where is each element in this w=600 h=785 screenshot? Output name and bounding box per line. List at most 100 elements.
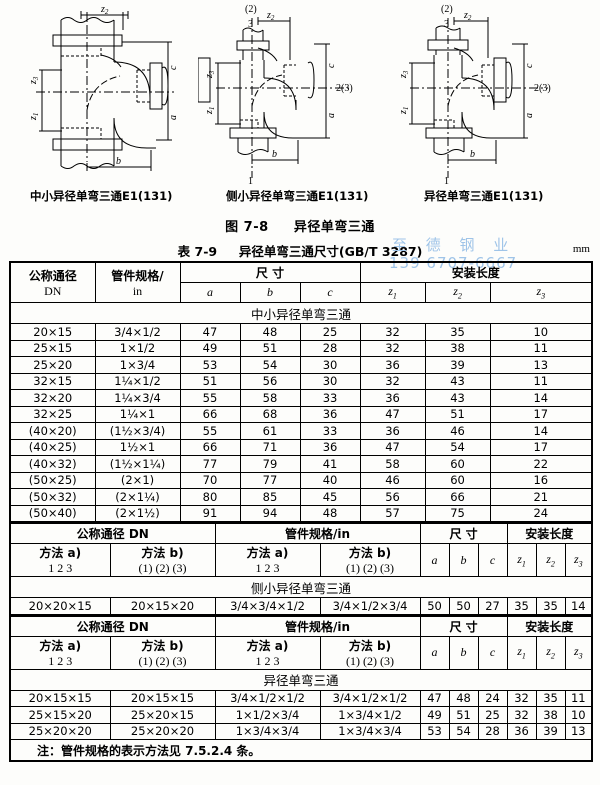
port-label-2-alt: (2)	[245, 4, 257, 15]
cell-c: 33	[299, 422, 361, 440]
cell-b: 54	[239, 356, 301, 374]
cell-spec_b: 3/4×1/2×3/4	[319, 597, 421, 615]
cell-z2: 46	[424, 422, 491, 440]
cell-b: 85	[239, 488, 301, 506]
cell-spec_a: 1×3/4×3/4	[214, 722, 321, 740]
cell-z1: 58	[359, 455, 426, 473]
table-row: 32×20 1¼×3/4 55 58 33 36 43 14	[9, 389, 593, 407]
header2-z1: z1	[506, 543, 537, 577]
cell-spec: (1½×3/4)	[94, 422, 181, 440]
header3-z1: z1	[506, 635, 537, 670]
cell-b: 50	[448, 597, 479, 615]
cell-z1: 32	[359, 323, 426, 341]
table-section-2: 公称通径 DN 管件规格/in 尺 寸 安装长度 方法 a) 1 2 3 方法 …	[0, 522, 600, 616]
header2-install-length-group: 安装长度	[506, 522, 593, 544]
dim-label-z2: z2	[463, 10, 472, 22]
cell-z2: 39	[424, 356, 491, 374]
group-title-row-1: 中小异径单弯三通	[9, 302, 593, 324]
header3-install-length-group: 安装长度	[506, 615, 593, 637]
group-title-row-3: 异径单弯三通	[9, 668, 593, 691]
cell-dn: (40×20)	[9, 422, 96, 440]
figure-3-caption: 异径单弯三通E1(131)	[424, 189, 544, 203]
cell-z1: 36	[359, 389, 426, 407]
table-row: 25×20×20 25×20×20 1×3/4×3/4 1×3/4×3/4 53 54 28…	[9, 722, 593, 740]
cell-z1: 32	[506, 689, 537, 707]
cell-z3: 17	[489, 405, 593, 423]
port-label-3: 3	[248, 19, 253, 30]
cell-dn_b: 20×15×15	[109, 689, 216, 707]
cell-c: 33	[299, 389, 361, 407]
cell-a: 49	[179, 339, 241, 357]
header-z1: z1	[359, 282, 426, 303]
cell-b: 79	[239, 455, 301, 473]
table-row: (40×32) (1½×1¼) 77 79 41 58 60 22	[9, 455, 593, 473]
cell-a: 70	[179, 471, 241, 489]
cell-z2: 60	[424, 471, 491, 489]
cell-dn: 20×15	[9, 323, 96, 341]
reducing-tee-dimensions-table-2: 公称通径 DN 管件规格/in 尺 寸 安装长度 方法 a) 1 2 3 方法 …	[9, 522, 594, 616]
cell-a: 66	[179, 405, 241, 423]
header3-size-group: 尺 寸	[419, 615, 508, 637]
cell-z1: 35	[506, 597, 537, 615]
cell-z3: 11	[489, 372, 593, 390]
cell-b: 71	[239, 438, 301, 456]
cell-spec: 1¼×1	[94, 405, 181, 423]
cell-c: 36	[299, 405, 361, 423]
cell-a: 66	[179, 438, 241, 456]
figure-group: z2 c a b z3 z1	[0, 0, 600, 188]
cell-z3: 11	[489, 339, 593, 357]
cell-z1: 47	[359, 438, 426, 456]
dim-label-z3: z3	[398, 70, 410, 79]
header-spec-text: 管件规格/	[111, 268, 164, 283]
cell-c: 25	[299, 323, 361, 341]
reducing-tee-dimensions-table-3: 公称通径 DN 管件规格/in 尺 寸 安装长度 方法 a) 1 2 3 方法 …	[9, 614, 594, 762]
figure-name: 异径单弯三通	[293, 220, 375, 235]
cell-dn: (40×25)	[9, 438, 96, 456]
table-row: 25×15×20 25×20×15 1×1/2×3/4 1×3/4×1/2 49 51 25…	[9, 706, 593, 724]
group-title-row-2: 侧小异径单弯三通	[9, 576, 593, 598]
cell-b: 68	[239, 405, 301, 423]
header2-z3: z3	[564, 543, 593, 577]
table3-header-row-top: 公称通径 DN 管件规格/in 尺 寸 安装长度	[9, 615, 593, 637]
cell-z2: 51	[424, 405, 491, 423]
header-install-length-group: 安装长度	[359, 261, 593, 283]
table-row: 32×25 1¼×1 66 68 36 47 51 17	[9, 405, 593, 423]
table-note: 注：管件规格的表示方法见 7.5.2.4 条。	[9, 739, 593, 762]
header2-dn-method-a: 方法 a) 1 2 3	[9, 543, 111, 577]
cell-z2: 39	[535, 722, 566, 740]
header3-dn-method-a: 方法 a) 1 2 3	[9, 635, 111, 670]
cell-b: 48	[448, 689, 479, 707]
cell-z2: 60	[424, 455, 491, 473]
cell-z1: 36	[506, 722, 537, 740]
header-spec-sub: in	[132, 283, 143, 298]
cell-c: 40	[299, 471, 361, 489]
header-b: b	[239, 282, 301, 303]
cell-z2: 43	[424, 389, 491, 407]
header-dn-sub: DN	[44, 283, 62, 298]
cell-a: 47	[179, 323, 241, 341]
cell-z1: 56	[359, 488, 426, 506]
cell-z3: 17	[489, 438, 593, 456]
cell-dn_b: 20×15×20	[109, 597, 216, 615]
cell-a: 47	[419, 689, 450, 707]
cell-c: 30	[299, 372, 361, 390]
cell-z2: 75	[424, 504, 491, 523]
table-body-section-3: 20×15×15 20×15×15 3/4×1/2×1/2 3/4×1/2×1/2 47…	[9, 689, 593, 740]
table-header-row-top: 公称通径 DN 管件规格/ in 尺 寸 安装长度	[9, 261, 593, 303]
cell-dn_a: 20×15×15	[9, 689, 111, 707]
cell-z3: 22	[489, 455, 593, 473]
table-row: 25×20 1×3/4 53 54 30 36 39 13	[9, 356, 593, 374]
port-label-2-3: 2(3)	[336, 83, 353, 94]
cell-dn: 25×15	[9, 339, 96, 357]
cell-dn: (40×32)	[9, 455, 96, 473]
header-c: c	[299, 282, 361, 303]
cell-z3: 21	[489, 488, 593, 506]
figure-captions: 中小异径单弯三通E1(131) 侧小异径单弯三通E1(131) 异径单弯三通E1…	[0, 188, 600, 206]
cell-dn: 32×25	[9, 405, 96, 423]
header-nominal-diameter: 公称通径 DN	[9, 261, 96, 303]
table-row: (50×25) (2×1) 70 77 40 46 60 16	[9, 471, 593, 489]
cell-spec: 1×1/2	[94, 339, 181, 357]
table-row: 25×15 1×1/2 49 51 28 32 38 11	[9, 339, 593, 357]
header-fitting-spec: 管件规格/ in	[94, 261, 181, 303]
cell-spec: 1¼×3/4	[94, 389, 181, 407]
